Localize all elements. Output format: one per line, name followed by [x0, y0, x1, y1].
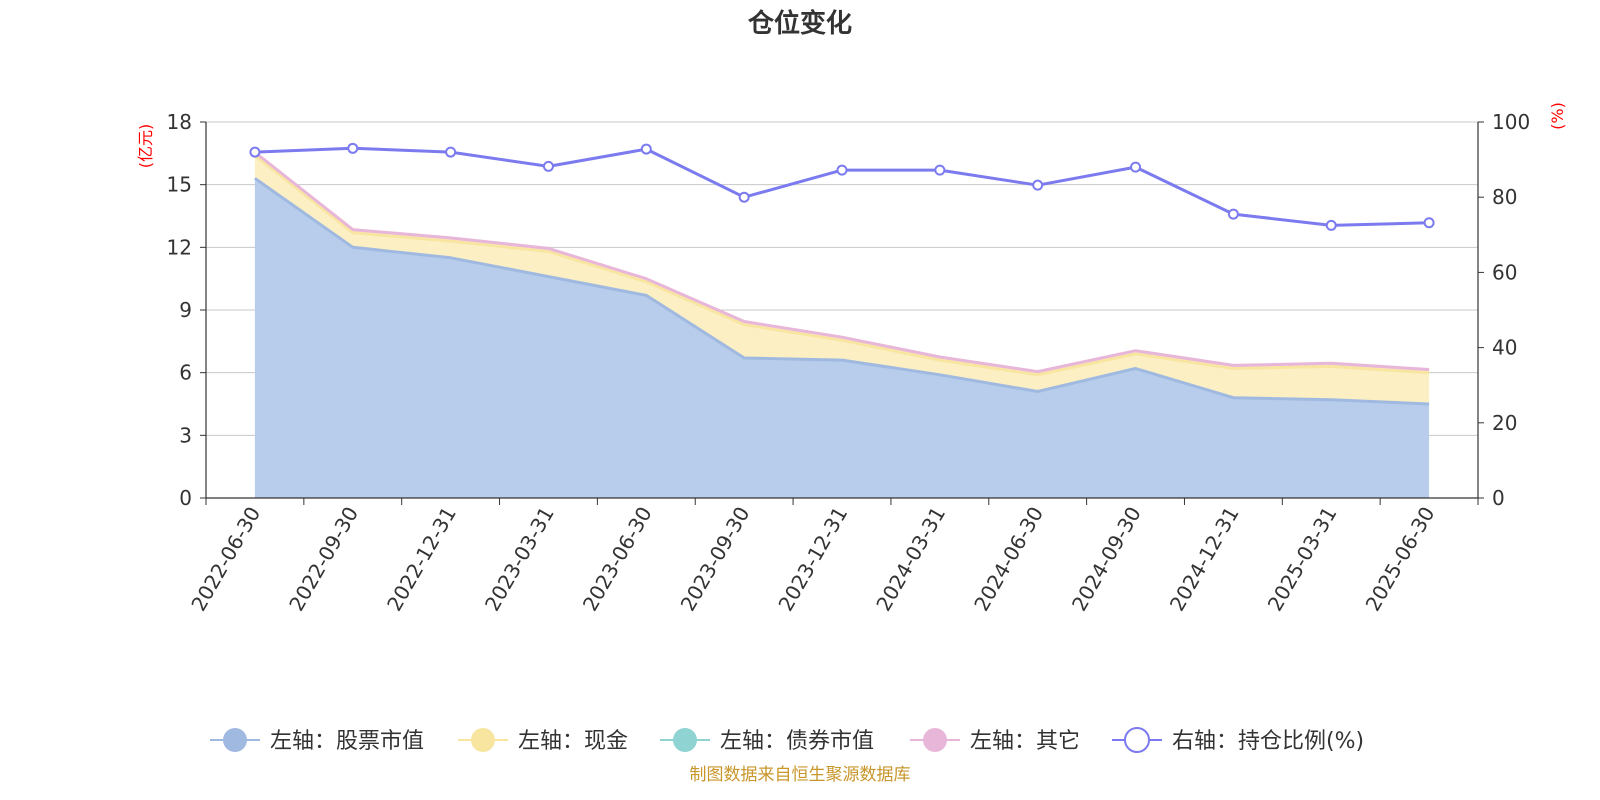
left-axis-ticks: 0 3 6 9 12 15 18: [167, 110, 206, 510]
x-tick-label: 2024-03-31: [871, 503, 950, 616]
right-axis-ticks: 0 20 40 60 80 100: [1478, 110, 1530, 510]
x-tick-label: 2022-12-31: [382, 503, 461, 616]
x-tick-label: 2025-06-30: [1361, 503, 1440, 616]
ratio-point: [934, 164, 946, 176]
legend-label: 左轴：其它: [970, 729, 1080, 754]
left-tick-label: 15: [167, 173, 192, 197]
right-axis-unit: (%): [1548, 102, 1567, 130]
ratio-point: [445, 146, 457, 158]
line-左轴：现金: [253, 154, 1430, 377]
ratio-series: [249, 142, 1435, 231]
x-tick-label: 2022-06-30: [186, 503, 265, 616]
legend-swatch-marker: [223, 728, 247, 752]
stacked-areas: [254, 152, 1430, 498]
right-tick-label: 0: [1492, 486, 1505, 510]
x-axis-ticks: 2022-06-30 2022-09-30 2022-12-31 2023-03-31…: [186, 498, 1479, 616]
x-tick-label: 2023-12-31: [773, 503, 852, 616]
source-note: 制图数据来自恒生聚源数据库: [690, 765, 911, 785]
left-axis-unit: (亿元): [136, 124, 155, 169]
legend-swatch-marker: [471, 728, 495, 752]
ratio-point: [1032, 179, 1044, 191]
legend-item[interactable]: 左轴：现金: [458, 728, 628, 754]
left-tick-label: 0: [179, 486, 192, 510]
ratio-point: [738, 191, 750, 203]
legend-item[interactable]: 左轴：其它: [910, 728, 1080, 754]
right-tick-label: 60: [1492, 260, 1517, 284]
area-左轴：现金: [254, 155, 1430, 404]
line-左轴：股票市值: [254, 177, 1430, 406]
legend-item[interactable]: 左轴：股票市值: [210, 728, 424, 754]
left-tick-label: 18: [167, 110, 192, 134]
x-tick-label: 2025-03-31: [1263, 503, 1342, 616]
legend: 左轴：股票市值 左轴：现金 左轴：债券市值 左轴：其它 右轴：持仓比例(%): [210, 727, 1364, 754]
x-tick-label: 2023-03-31: [480, 503, 559, 616]
right-tick-label: 100: [1492, 110, 1530, 134]
ratio-point: [542, 160, 554, 172]
right-tick-label: 40: [1492, 336, 1517, 360]
legend-swatch-marker: [673, 728, 697, 752]
chart-title: 仓位变化: [747, 8, 852, 39]
legend-item[interactable]: 右轴：持仓比例(%): [1112, 727, 1364, 754]
legend-label: 左轴：现金: [518, 729, 628, 754]
legend-item[interactable]: 左轴：债券市值: [660, 728, 874, 754]
x-tick-label: 2023-06-30: [578, 503, 657, 616]
legend-label: 左轴：债券市值: [720, 729, 874, 754]
ratio-point: [1227, 208, 1239, 220]
left-tick-label: 12: [167, 235, 192, 259]
area-左轴：股票市值: [254, 178, 1430, 498]
left-tick-label: 9: [179, 298, 192, 322]
left-tick-label: 6: [179, 361, 192, 385]
ratio-point: [836, 164, 848, 176]
legend-swatch-marker: [923, 728, 947, 752]
legend-swatch-marker: [1124, 727, 1150, 753]
ratio-point: [1130, 161, 1142, 173]
legend-label: 右轴：持仓比例(%): [1172, 729, 1364, 754]
ratio-point: [1325, 219, 1337, 231]
right-tick-label: 80: [1492, 185, 1517, 209]
series-lines: [253, 151, 1430, 406]
ratio-point: [640, 143, 652, 155]
ratio-point: [347, 142, 359, 154]
x-tick-label: 2022-09-30: [284, 503, 363, 616]
ratio-point: [249, 146, 261, 158]
x-tick-label: 2023-09-30: [676, 503, 755, 616]
ratio-line: [254, 146, 1430, 227]
ratio-point: [1423, 217, 1435, 229]
x-tick-label: 2024-12-31: [1165, 503, 1244, 616]
left-tick-label: 3: [179, 423, 192, 447]
x-tick-label: 2024-09-30: [1067, 503, 1146, 616]
right-tick-label: 20: [1492, 411, 1517, 435]
line-左轴：其它: [253, 151, 1430, 374]
legend-label: 左轴：股票市值: [270, 729, 424, 754]
x-tick-label: 2024-06-30: [969, 503, 1048, 616]
